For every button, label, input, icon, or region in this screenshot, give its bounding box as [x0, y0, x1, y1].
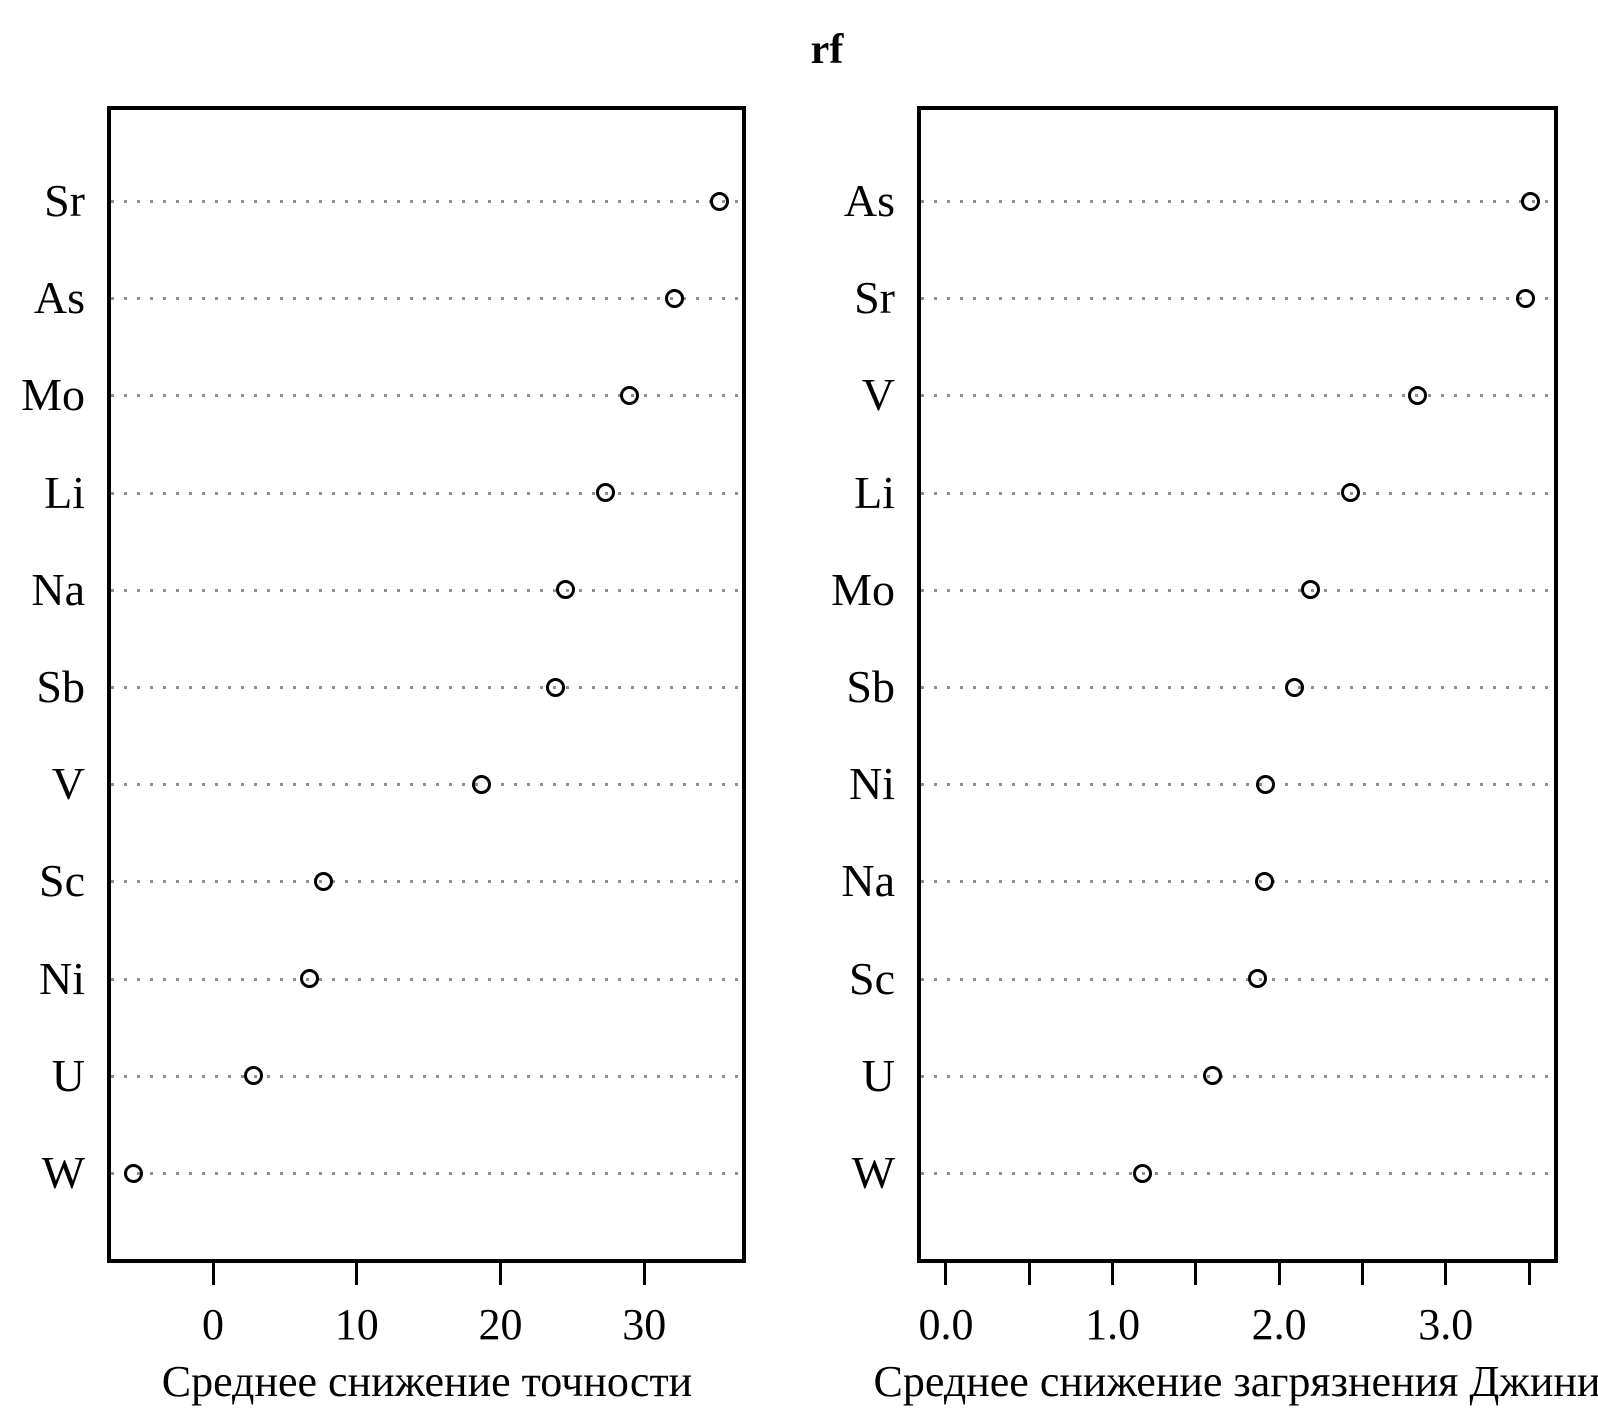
category-label-gini-U: U: [861, 1049, 895, 1101]
data-point-accuracy-Sb: [545, 677, 565, 697]
gridline-accuracy-U: [111, 1074, 742, 1078]
category-label-accuracy-Li: Li: [44, 466, 85, 518]
gridline-accuracy-Ni: [111, 977, 742, 981]
gridline-gini-Ni: [921, 783, 1554, 787]
x-tick-gini-1.5: [1194, 1263, 1198, 1285]
category-label-accuracy-U: U: [51, 1049, 85, 1101]
gridline-accuracy-Mo: [111, 394, 742, 398]
gridline-accuracy-Sb: [111, 686, 742, 689]
gridline-gini-Li: [921, 491, 1554, 495]
x-tick-label-accuracy-10: 10: [334, 1300, 379, 1349]
accuracy-axis-title: Среднее снижение точности: [161, 1357, 693, 1406]
data-point-gini-U: [1203, 1066, 1222, 1086]
x-tick-label-gini-0.0: 0.0: [918, 1300, 974, 1349]
gridline-accuracy-As: [111, 297, 742, 301]
data-point-gini-Sb: [1284, 677, 1304, 697]
x-tick-gini-2: [1277, 1263, 1281, 1285]
category-label-accuracy-Sr: Sr: [44, 175, 85, 226]
category-label-accuracy-Ni: Ni: [39, 952, 85, 1004]
gridline-gini-As: [921, 200, 1554, 203]
gridline-gini-Sb: [921, 686, 1554, 689]
category-label-gini-V: V: [861, 369, 895, 421]
x-tick-label-accuracy-20: 20: [478, 1300, 523, 1349]
data-point-accuracy-Na: [555, 580, 575, 600]
x-tick-label-gini-1.0: 1.0: [1085, 1300, 1141, 1349]
category-label-gini-Ni: Ni: [849, 758, 895, 810]
data-point-gini-V: [1407, 385, 1427, 405]
category-label-gini-As: As: [843, 175, 895, 226]
gridline-gini-U: [921, 1074, 1554, 1078]
data-point-gini-Sc: [1247, 969, 1267, 989]
data-point-gini-As: [1521, 191, 1541, 211]
gridline-gini-Sr: [921, 297, 1554, 301]
category-label-gini-Li: Li: [854, 466, 895, 518]
category-label-gini-Sr: Sr: [854, 272, 895, 324]
category-label-gini-W: W: [851, 1147, 895, 1198]
gridline-accuracy-Sc: [111, 880, 742, 884]
gridline-accuracy-V: [111, 783, 742, 787]
gridline-accuracy-Sr: [111, 200, 742, 203]
x-tick-label-accuracy-30: 30: [622, 1300, 667, 1349]
data-point-accuracy-Mo: [620, 385, 640, 405]
category-label-accuracy-Na: Na: [31, 563, 85, 615]
data-point-accuracy-U: [243, 1066, 263, 1086]
category-label-gini-Na: Na: [841, 855, 895, 907]
gridline-gini-V: [921, 394, 1554, 398]
category-label-accuracy-Mo: Mo: [21, 369, 85, 421]
category-label-gini-Sb: Sb: [846, 661, 895, 712]
data-point-accuracy-Ni: [299, 969, 319, 989]
x-tick-gini-0: [944, 1263, 948, 1285]
category-label-accuracy-V: V: [51, 758, 85, 810]
category-label-accuracy-W: W: [41, 1147, 85, 1198]
gridline-accuracy-W: [111, 1172, 742, 1175]
gridline-gini-Na: [921, 880, 1554, 884]
x-tick-gini-2.5: [1360, 1263, 1364, 1285]
x-tick-accuracy-30: [642, 1263, 646, 1285]
gridline-accuracy-Li: [111, 491, 742, 495]
data-point-gini-Na: [1254, 871, 1274, 891]
x-tick-gini-0.5: [1027, 1263, 1031, 1285]
data-point-gini-Mo: [1301, 580, 1321, 600]
data-point-accuracy-As: [664, 288, 684, 308]
x-tick-label-gini-2.0: 2.0: [1251, 1300, 1307, 1349]
data-point-gini-W: [1133, 1163, 1153, 1183]
data-point-accuracy-V: [472, 774, 492, 794]
x-tick-label-gini-3.0: 3.0: [1418, 1300, 1474, 1349]
gridline-gini-Sc: [921, 977, 1554, 981]
accuracy-panel-plot-area: [107, 106, 746, 1263]
category-label-accuracy-Sc: Sc: [39, 855, 85, 907]
data-point-accuracy-Sc: [314, 871, 334, 891]
data-point-accuracy-Li: [595, 483, 615, 503]
gini-panel-plot-area: [917, 106, 1558, 1263]
chart-title: rf: [810, 27, 844, 73]
data-point-accuracy-Sr: [709, 191, 729, 211]
data-point-gini-Li: [1341, 483, 1361, 503]
gini-axis-title: Среднее снижение загрязнения Джини: [873, 1357, 1598, 1406]
category-label-accuracy-As: As: [33, 272, 85, 324]
gridline-gini-Mo: [921, 588, 1554, 592]
gridline-accuracy-Na: [111, 588, 742, 592]
x-tick-gini-3: [1444, 1263, 1448, 1285]
data-point-gini-Ni: [1256, 774, 1276, 794]
category-label-gini-Mo: Mo: [831, 563, 895, 615]
x-tick-gini-1: [1111, 1263, 1115, 1285]
x-tick-gini-3.5: [1527, 1263, 1531, 1285]
category-label-accuracy-Sb: Sb: [36, 661, 85, 712]
data-point-accuracy-W: [124, 1163, 144, 1183]
gridline-gini-W: [921, 1172, 1554, 1175]
x-tick-accuracy-0: [211, 1263, 215, 1285]
x-tick-accuracy-10: [355, 1263, 359, 1285]
category-label-gini-Sc: Sc: [849, 952, 895, 1004]
x-tick-label-accuracy-0: 0: [202, 1300, 225, 1349]
x-tick-accuracy-20: [499, 1263, 503, 1285]
data-point-gini-Sr: [1516, 288, 1536, 308]
